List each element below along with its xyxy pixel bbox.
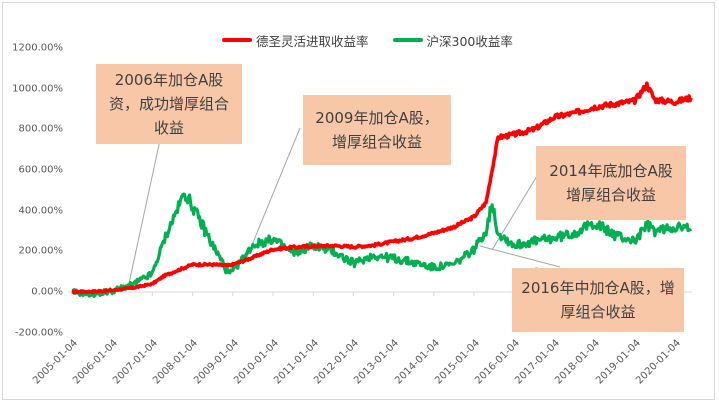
series-line-csi300: [71, 192, 693, 298]
legend-swatch-red: [222, 38, 252, 42]
chart-legend: 德圣灵活进取收益率 沪深300收益率: [222, 30, 537, 50]
callout-2009-text: 2009年加仓A股，增厚组合收益: [315, 109, 439, 151]
legend-item-fund: 德圣灵活进取收益率: [222, 31, 369, 50]
series-line-fund: [71, 81, 693, 295]
legend-label-csi300: 沪深300收益率: [426, 33, 513, 49]
y-tick-label: 0.00%: [31, 286, 63, 298]
leader-line-2016: [479, 245, 561, 268]
legend-label-fund: 德圣灵活进取收益率: [256, 33, 369, 49]
leader-line-2009: [244, 127, 301, 263]
y-tick-label: -200.00%: [14, 327, 63, 339]
callout-2014-text: 2014年底加仓A股增厚组合收益: [549, 162, 673, 204]
legend-item-csi300: 沪深300收益率: [392, 31, 513, 50]
y-tick-label: 800.00%: [18, 123, 64, 135]
callout-2016: 2016年中加仓A股，增厚组合收益: [512, 268, 684, 332]
leader-line-2006: [127, 139, 161, 289]
callout-2006: 2006年加仓A股资，成功增厚组合收益: [96, 64, 242, 144]
y-tick-label: 1000.00%: [12, 83, 63, 95]
callout-2009: 2009年加仓A股，增厚组合收益: [303, 95, 451, 165]
y-tick-label: 200.00%: [18, 245, 64, 257]
callout-2014: 2014年底加仓A股增厚组合收益: [536, 146, 686, 220]
y-tick-label: 1200.00%: [12, 42, 63, 54]
y-tick-label: 400.00%: [18, 205, 64, 217]
callout-2016-text: 2016年中加仓A股，增厚组合收益: [521, 279, 675, 321]
y-tick-label: 600.00%: [18, 164, 64, 176]
callout-2006-text: 2006年加仓A股资，成功增厚组合收益: [108, 71, 229, 137]
legend-swatch-green: [392, 38, 423, 42]
